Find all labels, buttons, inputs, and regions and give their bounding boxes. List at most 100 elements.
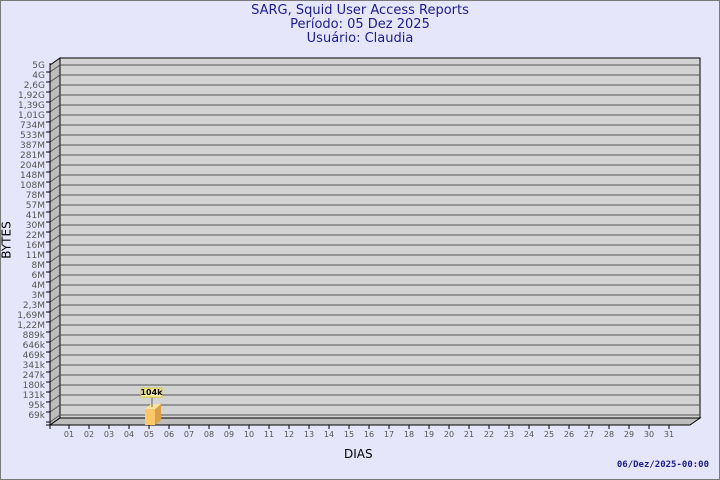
- tick-diagonal: [49, 354, 61, 363]
- y-axis-label: BYTES: [0, 221, 14, 259]
- y-tick-label: 2,3M: [23, 301, 45, 311]
- tick-diagonal: [49, 214, 61, 223]
- tick-diagonal: [49, 254, 61, 263]
- y-tick-label: 16M: [26, 241, 45, 251]
- x-tick-label: 19: [424, 430, 434, 439]
- x-tick-label: 21: [464, 430, 474, 439]
- y-tick-label: 2,6G: [24, 81, 45, 91]
- y-tick-label: 131k: [23, 391, 46, 401]
- tick-diagonal: [49, 164, 61, 173]
- tick-diagonal: [49, 314, 61, 323]
- y-tick-label: 95k: [28, 401, 45, 411]
- y-tick-label: 1,22M: [17, 321, 45, 331]
- y-tick-label: 6M: [32, 271, 46, 281]
- tick-diagonal: [49, 404, 61, 413]
- tick-diagonal: [49, 344, 61, 353]
- y-tick-label: 22M: [26, 231, 45, 241]
- y-tick-label: 387M: [20, 141, 45, 151]
- chart-title: SARG, Squid User Access Reports: [251, 3, 469, 18]
- tick-diagonal: [49, 334, 61, 343]
- x-tick-label: 17: [384, 430, 394, 439]
- x-tick-label: 30: [644, 430, 654, 439]
- tick-diagonal: [49, 244, 61, 253]
- data-label-box: [140, 387, 163, 398]
- tick-diagonal: [49, 394, 61, 403]
- x-tick-label: 09: [224, 430, 234, 439]
- tick-diagonal: [49, 264, 61, 273]
- y-tick-label: 41M: [26, 211, 45, 221]
- x-tick-label: 27: [584, 430, 594, 439]
- bar-top: [145, 404, 161, 410]
- tick-diagonal: [49, 324, 61, 333]
- y-tick-label: 30M: [26, 221, 45, 231]
- tick-diagonal: [49, 224, 61, 233]
- y-tick-label: 78M: [26, 191, 45, 201]
- tick-diagonal: [49, 234, 61, 243]
- y-tick-label: 4M: [32, 281, 46, 291]
- x-tick-label: 13: [304, 430, 314, 439]
- y-tick-label: 3M: [32, 291, 46, 301]
- y-tick-label: 204M: [20, 161, 45, 171]
- x-tick-label: 22: [484, 430, 494, 439]
- tick-diagonal: [49, 64, 61, 73]
- tick-diagonal: [49, 374, 61, 383]
- chart-user: Usuário: Claudia: [306, 31, 414, 46]
- tick-diagonal: [49, 74, 61, 83]
- x-tick-label: 08: [204, 430, 214, 439]
- generated-timestamp: 06/Dez/2025-00:00: [616, 460, 709, 470]
- x-tick-label: 25: [544, 430, 554, 439]
- tick-diagonal: [49, 364, 61, 373]
- tick-diagonal: [49, 134, 61, 143]
- tick-diagonal: [49, 184, 61, 193]
- tick-diagonal: [49, 204, 61, 213]
- x-axis-label: DIAS: [344, 447, 373, 461]
- tick-diagonal: [49, 294, 61, 303]
- bar: [145, 409, 155, 425]
- tick-diagonal: [49, 114, 61, 123]
- y-tick-label: 734M: [20, 121, 45, 131]
- tick-diagonal: [49, 304, 61, 313]
- x-tick-label: 31: [664, 430, 674, 439]
- chart-period: Período: 05 Dez 2025: [290, 17, 430, 32]
- x-tick-label: 10: [244, 430, 254, 439]
- y-tick-label: 889k: [23, 331, 46, 341]
- tick-diagonal: [49, 104, 61, 113]
- y-tick-label: 4G: [32, 71, 45, 81]
- x-tick-label: 03: [104, 430, 114, 439]
- tick-diagonal: [49, 94, 61, 103]
- y-tick-label: 533M: [20, 131, 45, 141]
- tick-diagonal: [49, 384, 61, 393]
- x-tick-label: 01: [64, 430, 74, 439]
- y-tick-label: 1,92G: [18, 91, 45, 101]
- x-tick-label: 24: [524, 430, 534, 439]
- x-tick-label: 20: [444, 430, 454, 439]
- y-tick-label: 247k: [23, 371, 46, 381]
- tick-diagonal: [49, 274, 61, 283]
- y-tick-label: 57M: [26, 201, 45, 211]
- x-tick-label: 07: [184, 430, 194, 439]
- x-tick-label: 26: [564, 430, 574, 439]
- y-tick-label: 5G: [32, 61, 45, 71]
- x-tick-label: 29: [624, 430, 634, 439]
- x-tick-label: 14: [324, 430, 334, 439]
- bar-side: [155, 404, 161, 425]
- x-tick-label: 04: [124, 430, 134, 439]
- y-tick-label: 1,39G: [18, 101, 45, 111]
- tick-diagonal: [49, 124, 61, 133]
- y-tick-label: 180k: [23, 381, 46, 391]
- tick-diagonal: [49, 84, 61, 93]
- x-tick-label: 15: [344, 430, 354, 439]
- x-tick-label: 06: [164, 430, 174, 439]
- x-tick-label: 02: [84, 430, 94, 439]
- y-tick-label: 11M: [26, 251, 45, 261]
- x-tick-label: 16: [364, 430, 374, 439]
- x-tick-label: 23: [504, 430, 514, 439]
- y-tick-label: 148M: [20, 171, 45, 181]
- tick-diagonal: [49, 284, 61, 293]
- tick-diagonal: [49, 194, 61, 203]
- y-tick-label: 1,69M: [17, 311, 45, 321]
- y-tick-label: 341k: [23, 361, 46, 371]
- y-tick-label: 69k: [28, 411, 45, 421]
- plot-back-wall: [59, 57, 701, 419]
